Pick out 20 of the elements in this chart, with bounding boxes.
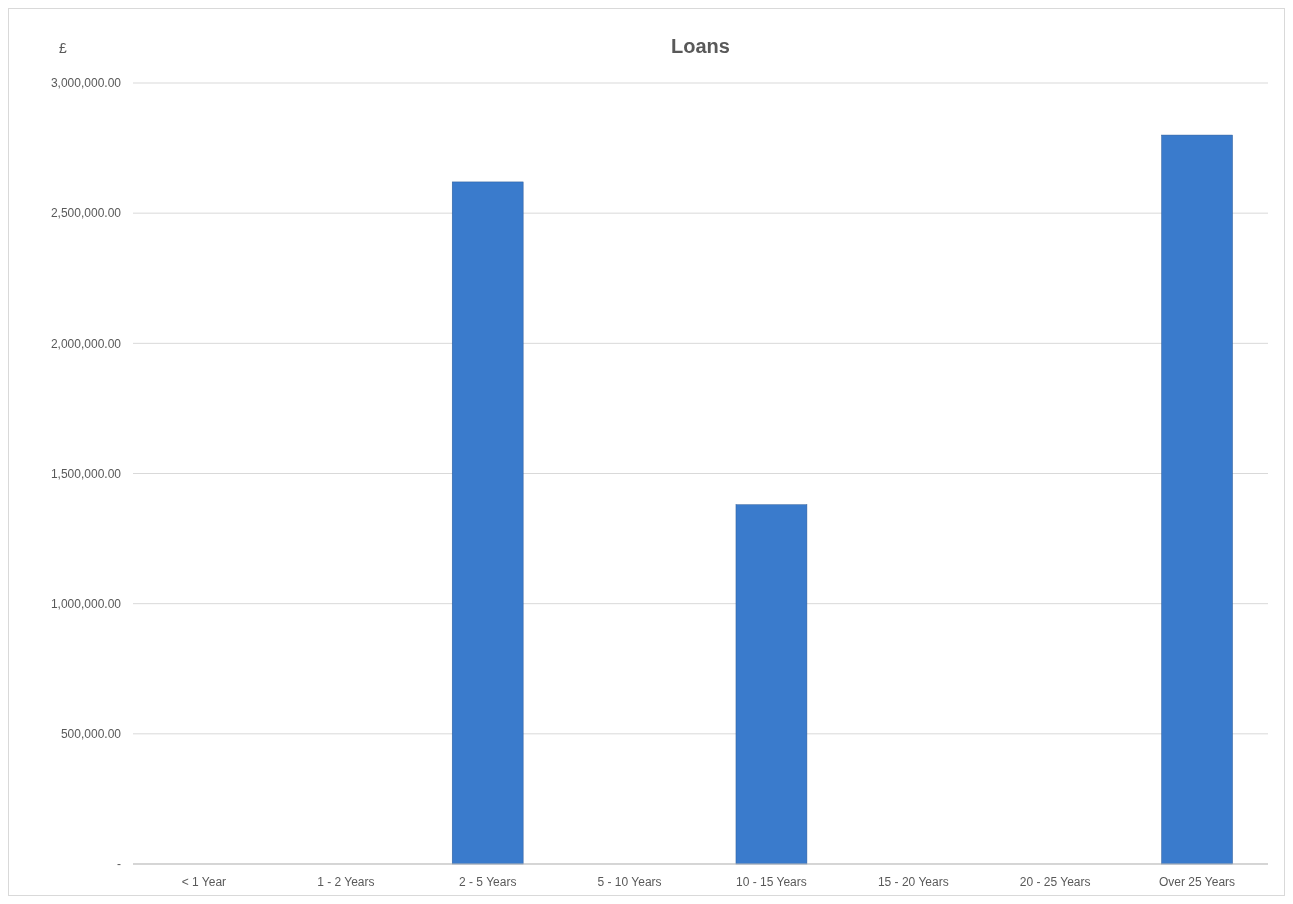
y-tick-label: 500,000.00 — [60, 727, 122, 742]
y-tick-label: 2,500,000.00 — [50, 206, 122, 221]
y-axis-title: £ — [59, 40, 68, 56]
y-tick-label: 2,000,000.00 — [50, 336, 122, 351]
x-tick-label: 2 - 5 Years — [459, 875, 517, 889]
bar — [735, 504, 808, 865]
y-tick-label: 1,000,000.00 — [50, 596, 122, 611]
x-tick-label: 15 - 20 Years — [877, 875, 949, 889]
x-tick-label: < 1 Year — [181, 875, 227, 889]
x-tick-label: 1 - 2 Years — [317, 875, 375, 889]
y-tick-label: - — [117, 857, 121, 872]
bar — [1161, 134, 1233, 865]
y-tick-label: 1,500,000.00 — [50, 466, 122, 481]
bar — [451, 181, 524, 865]
y-tick-label: 3,000,000.00 — [50, 76, 122, 91]
chart-title: Loans — [671, 35, 730, 57]
x-tick-label: 5 - 10 Years — [597, 875, 662, 889]
x-tick-label: 10 - 15 Years — [736, 875, 807, 889]
x-tick-label: Over 25 Years — [1159, 875, 1236, 889]
x-tick-label: 20 - 25 Years — [1019, 875, 1091, 889]
